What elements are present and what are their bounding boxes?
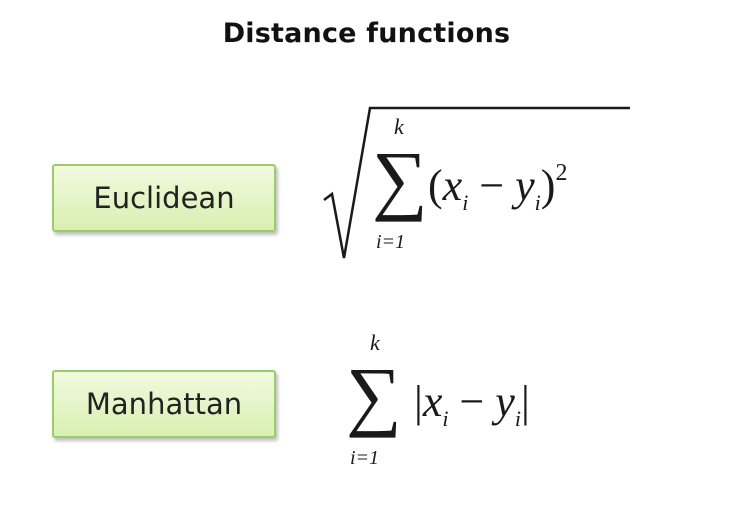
euclidean-label: Euclidean: [52, 164, 276, 232]
manhattan-formula: k ∑ i=1 |xi − yi|: [340, 330, 620, 480]
euclidean-exponent: 2: [555, 160, 568, 186]
sigma-icon: ∑: [372, 135, 428, 222]
manhattan-upper-limit: k: [370, 330, 380, 355]
euclidean-lower-limit: i=1: [376, 231, 406, 253]
euclidean-body: (xi − yi)2: [428, 160, 568, 215]
euclidean-formula: k ∑ i=1 (xi − yi)2: [320, 100, 640, 270]
page-title: Distance functions: [222, 18, 511, 49]
manhattan-lower-limit: i=1: [350, 447, 380, 469]
radical-sign: [323, 106, 630, 259]
manhattan-body: |xi − yi|: [414, 377, 530, 431]
sigma-icon: ∑: [346, 351, 402, 438]
euclidean-upper-limit: k: [394, 114, 404, 139]
manhattan-label: Manhattan: [52, 370, 276, 438]
